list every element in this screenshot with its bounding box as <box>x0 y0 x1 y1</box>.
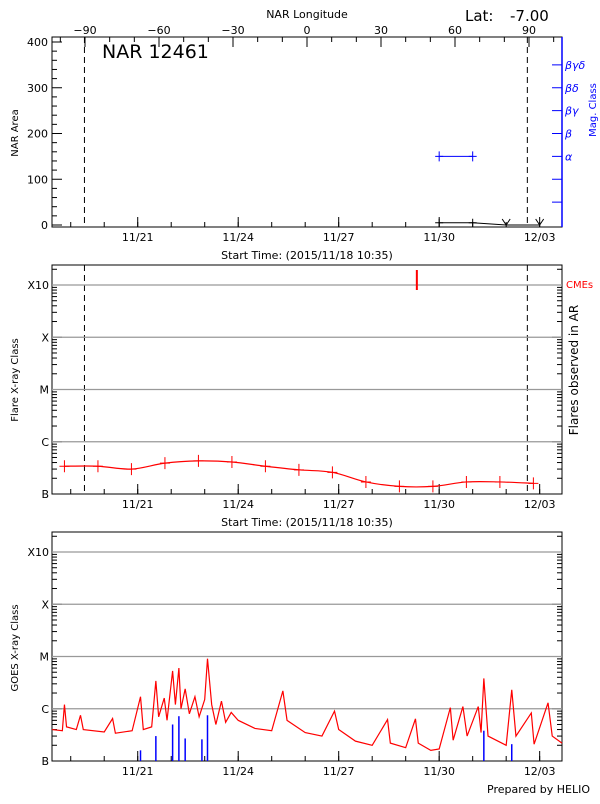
missing-data-marker <box>501 218 511 226</box>
flare-class-point <box>327 466 338 479</box>
flare-class-point <box>528 477 539 490</box>
panel2-date-label: 11/27 <box>323 498 355 511</box>
panel3-date-label: 11/24 <box>222 765 254 778</box>
panel1-ytick-label: 300 <box>27 82 48 95</box>
panel1-ytick-label: 400 <box>27 36 48 49</box>
panel1-ytick-label: 200 <box>27 128 48 141</box>
longitude-tick-label: 30 <box>374 24 388 37</box>
lat-label: Lat: <box>465 7 493 25</box>
nar-area-point <box>468 218 477 227</box>
panel2-frame <box>51 264 563 495</box>
panel2-ytick-label: X10 <box>27 279 49 292</box>
panel1-ylabel: NAR Area <box>10 109 21 156</box>
panel2-ylabel: Flare X-ray Class <box>10 338 21 422</box>
panel2-ytick-label: X <box>41 331 49 344</box>
mag-class-label: βγ <box>564 105 579 118</box>
flare-class-point <box>159 457 170 470</box>
panel1-date-label: 11/21 <box>122 231 154 244</box>
panel3-ytick-label: C <box>41 703 49 716</box>
longitude-tick-label: −90 <box>73 24 96 37</box>
nar-area-point <box>435 218 444 227</box>
goes-flux-line <box>51 658 563 751</box>
footer-credit: Prepared by HELIO <box>487 783 590 796</box>
flare-class-point <box>260 460 271 473</box>
flare-class-point <box>193 454 204 467</box>
panel3-ytick-label: X10 <box>27 546 49 559</box>
panel2-ytick-label: B <box>41 488 49 501</box>
panel2-date-label: 11/21 <box>122 498 154 511</box>
panel3-ytick-label: B <box>41 755 49 768</box>
flare-class-point <box>293 463 304 476</box>
panel1-date-label: 12/03 <box>524 231 556 244</box>
panel1-date-label: 11/24 <box>222 231 254 244</box>
panel1-right-label: Mag. Class <box>588 83 599 137</box>
mag-class-label: βδ <box>564 82 579 95</box>
panel2-xlabel: Start Time: (2015/11/18 10:35) <box>221 516 393 529</box>
flare-class-point <box>92 460 103 473</box>
flare-class-point <box>226 455 237 468</box>
mag-class-label: α <box>565 150 573 163</box>
mag-class-label: β <box>564 128 572 141</box>
panel3-ytick-label: M <box>40 651 50 664</box>
flare-class-point <box>59 460 70 473</box>
mag-class-point <box>435 151 444 162</box>
nar-area-line <box>439 222 540 226</box>
flare-class-point <box>394 480 405 493</box>
panel3-frame <box>51 531 563 762</box>
flare-class-point <box>494 475 505 488</box>
panel2-date-label: 12/03 <box>524 498 556 511</box>
panel1-ytick-label: 100 <box>27 173 48 186</box>
panel2-date-label: 11/24 <box>222 498 254 511</box>
longitude-tick-label: −30 <box>221 24 244 37</box>
longitude-tick-label: 0 <box>304 24 311 37</box>
panel1-date-label: 11/27 <box>323 231 355 244</box>
panel1-xlabel: Start Time: (2015/11/18 10:35) <box>221 249 393 262</box>
flare-class-point <box>461 475 472 488</box>
panel2-ytick-label: M <box>40 384 50 397</box>
mag-class-label: βγδ <box>564 59 586 72</box>
panel2-date-label: 11/30 <box>423 498 455 511</box>
panel1-frame <box>51 36 563 228</box>
panel3-ytick-label: X <box>41 598 49 611</box>
mag-class-point <box>468 151 477 162</box>
missing-data-marker <box>535 218 545 226</box>
lat-value: -7.00 <box>510 7 549 25</box>
panel1-date-label: 11/30 <box>423 231 455 244</box>
cme-label: CMEs <box>566 280 593 291</box>
panel2-ytick-label: C <box>41 436 49 449</box>
flare-class-point <box>427 480 438 493</box>
flare-class-point <box>126 463 137 476</box>
longitude-tick-label: 90 <box>522 24 536 37</box>
panel2-right-label: Flares observed in AR <box>567 305 581 435</box>
panel3-date-label: 12/03 <box>524 765 556 778</box>
panel1-title: NAR 12461 <box>102 41 209 63</box>
longitude-tick-label: −60 <box>147 24 170 37</box>
panel3-ylabel: GOES X-ray Class <box>10 604 21 691</box>
panel3-date-label: 11/21 <box>122 765 154 778</box>
panel3-date-label: 11/30 <box>423 765 455 778</box>
panel3-date-label: 11/27 <box>323 765 355 778</box>
flare-class-point <box>360 475 371 488</box>
panel1-ytick-label: 0 <box>41 219 48 232</box>
top-axis-title: NAR Longitude <box>266 8 348 21</box>
longitude-tick-label: 60 <box>448 24 462 37</box>
